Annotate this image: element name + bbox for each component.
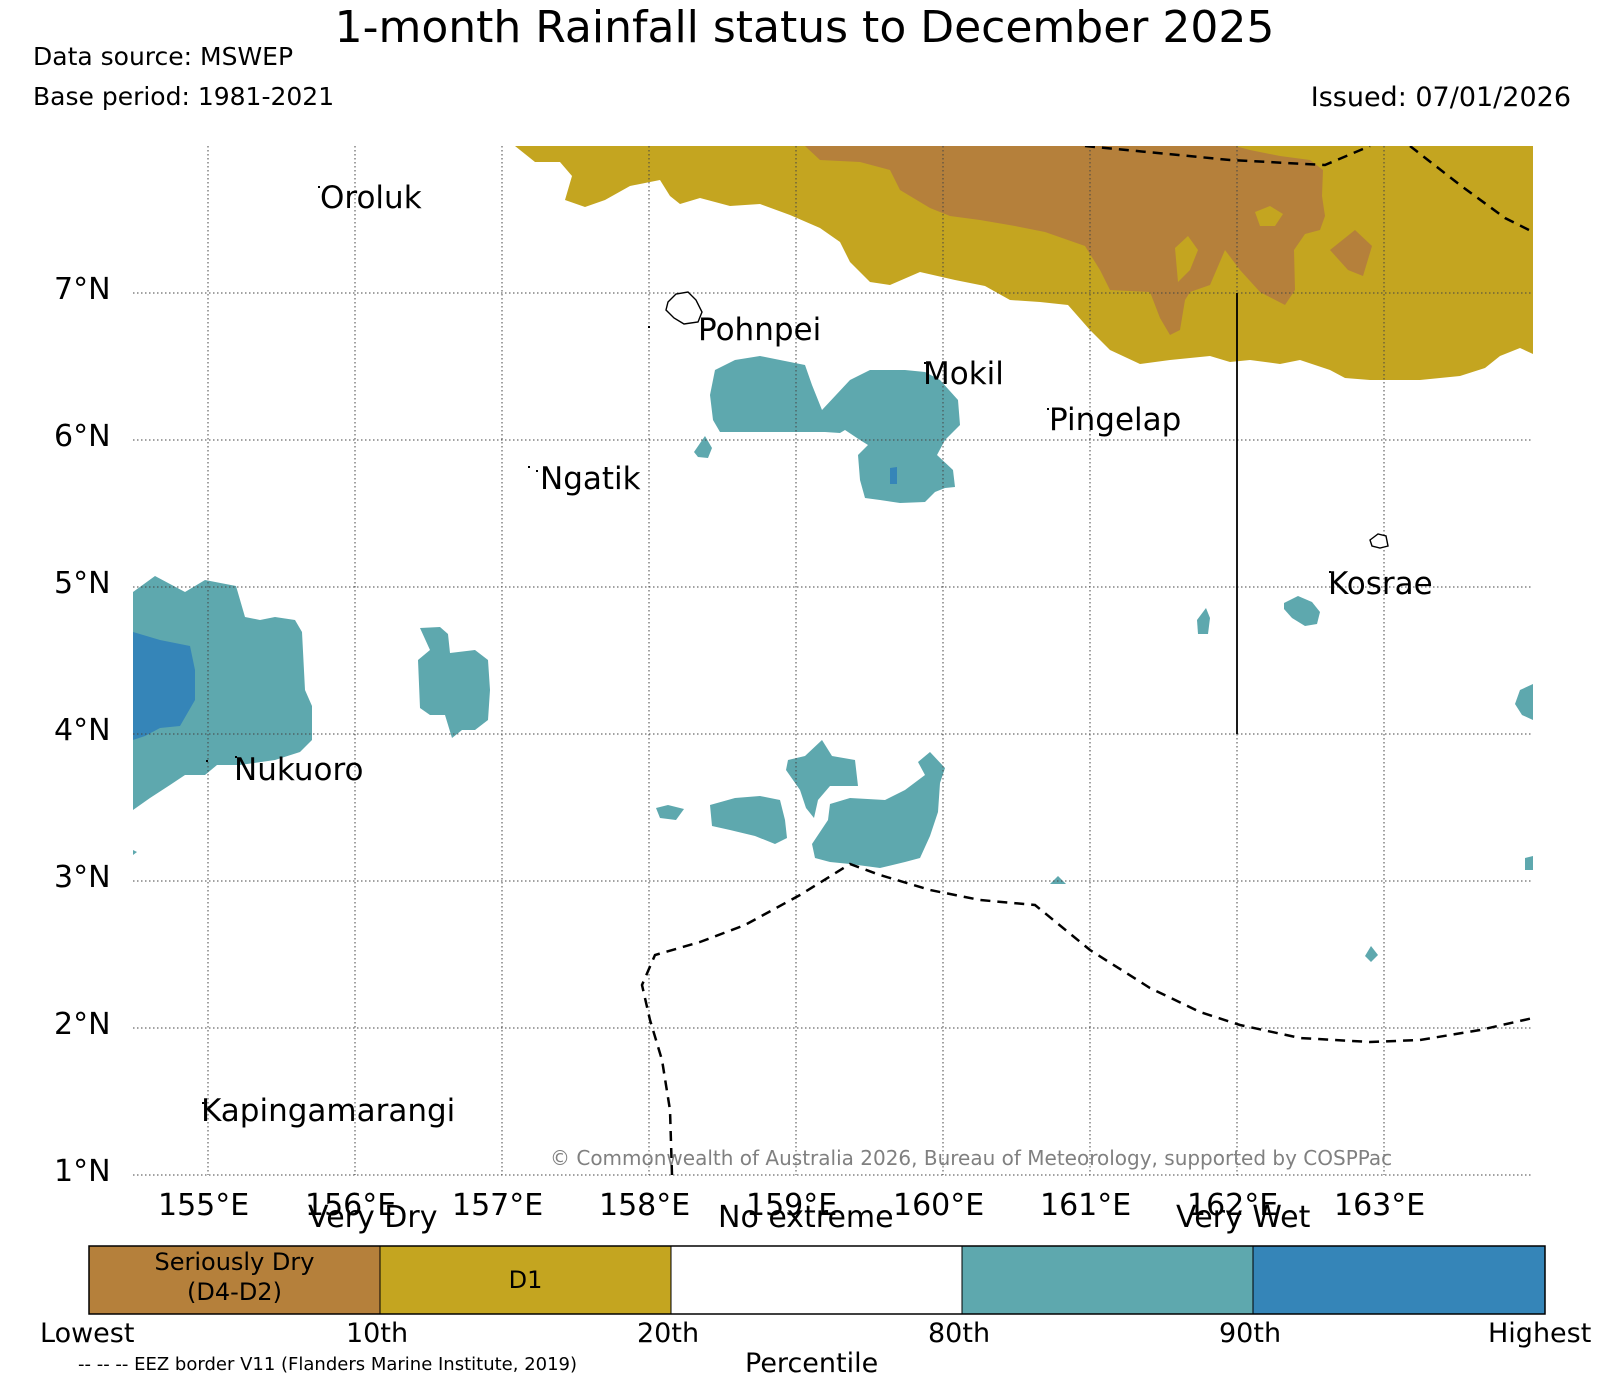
map-title: 1-month Rainfall status to December 2025: [334, 2, 1275, 53]
wet-region-west-dot: [133, 850, 137, 855]
place-kapingamarangi: Kapingamarangi: [201, 1093, 456, 1129]
place-ngatik: Ngatik: [540, 461, 641, 497]
lon-label-157e: 157°E: [452, 1188, 544, 1223]
legend-very-dry: Very Dry: [308, 1200, 438, 1235]
wet-region-south-c: [786, 740, 858, 818]
colorbar: [88, 1245, 1546, 1315]
colorbar-seriously-dry: [89, 1246, 380, 1314]
copyright-notice: © Commonwealth of Australia 2026, Bureau…: [550, 1146, 1393, 1170]
place-pingelap: Pingelap: [1049, 402, 1182, 438]
wet-region-kosrae: [1284, 596, 1320, 626]
tick-lowest: Lowest: [40, 1318, 135, 1349]
lat-label-2n: 2°N: [54, 1007, 111, 1042]
d1-inlay: [1255, 206, 1283, 226]
atoll-markers: [202, 186, 1331, 1104]
legend-no-extreme: No extreme: [718, 1200, 894, 1235]
lat-label-5n: 5°N: [54, 566, 111, 601]
wet-region-east-edge: [1515, 684, 1533, 720]
lon-label-159e: 159°E: [746, 1188, 838, 1223]
lon-label-156e: 156°E: [305, 1188, 397, 1223]
lon-label-155e: 155°E: [158, 1188, 250, 1223]
colorbar-d1: [380, 1246, 671, 1314]
rainfall-fields: [133, 146, 1533, 962]
wet-region-south-f: [1365, 946, 1378, 962]
tick-80th: 80th: [928, 1318, 991, 1349]
seriously-dry-region: [805, 146, 1325, 335]
eez-border-note: -- -- -- EEZ border V11 (Flanders Marine…: [78, 1354, 578, 1375]
place-oroluk: Oroluk: [320, 180, 422, 216]
percentile-axis-label: Percentile: [745, 1348, 879, 1379]
lat-label-7n: 7°N: [54, 272, 111, 307]
d1-inlay-2: [1175, 236, 1198, 282]
place-nukuoro: Nukuoro: [234, 752, 364, 788]
wet-region-south-e: [1050, 876, 1066, 884]
colorbar-highest: [1253, 1246, 1545, 1314]
tick-90th: 90th: [1219, 1318, 1282, 1349]
place-kosrae: Kosrae: [1328, 566, 1433, 602]
lon-label-163e: 163°E: [1334, 1188, 1426, 1223]
lon-label-162e: 162°E: [1187, 1188, 1279, 1223]
lon-label-160e: 160°E: [893, 1188, 985, 1223]
tick-20th: 20th: [637, 1318, 700, 1349]
place-mokil: Mokil: [923, 356, 1004, 392]
legend-seriously-dry-code: (D4-D2): [187, 1278, 282, 1306]
place-pohnpei: Pohnpei: [698, 312, 822, 348]
legend-seriously-dry-label: Seriously Dry: [154, 1248, 315, 1276]
pohnpei-island-outline: [665, 291, 703, 325]
seriously-dry-patch: [1330, 230, 1372, 276]
legend-very-wet: Very Wet: [1176, 1200, 1311, 1235]
wet-region-kosrae-west: [1197, 608, 1210, 634]
wet-region-south-a: [656, 805, 684, 820]
colorbar-very-wet: [962, 1246, 1253, 1314]
wet-region-south-d: [812, 752, 945, 868]
wet-region-central-west: [418, 627, 490, 738]
lon-label-158e: 158°E: [599, 1188, 691, 1223]
lat-label-4n: 4°N: [54, 713, 111, 748]
lat-label-6n: 6°N: [54, 419, 111, 454]
tick-highest: Highest: [1488, 1318, 1592, 1349]
colorbar-no-extreme: [671, 1246, 962, 1314]
wet-region-pohnpei-east: [710, 356, 960, 503]
kosrae-island-outline: [1369, 533, 1389, 549]
wet-region-west: [133, 576, 312, 810]
wet-region-east-small: [1525, 856, 1533, 870]
eez-border: [640, 146, 1533, 1175]
lat-label-1n: 1°N: [54, 1154, 111, 1189]
legend-d1-label: D1: [508, 1266, 543, 1294]
highest-region-west: [133, 632, 195, 740]
highest-dot: [890, 467, 897, 484]
wet-region-small-1: [694, 436, 712, 458]
data-source-label: Data source: MSWEP: [33, 42, 294, 71]
base-period-label: Base period: 1981-2021: [33, 82, 335, 111]
lon-label-161e: 161°E: [1040, 1188, 1132, 1223]
gridlines: [133, 146, 1533, 1176]
wet-region-south-b: [710, 796, 787, 844]
issued-date-label: Issued: 07/01/2026: [1310, 82, 1571, 113]
lat-label-3n: 3°N: [54, 860, 111, 895]
tick-10th: 10th: [346, 1318, 409, 1349]
